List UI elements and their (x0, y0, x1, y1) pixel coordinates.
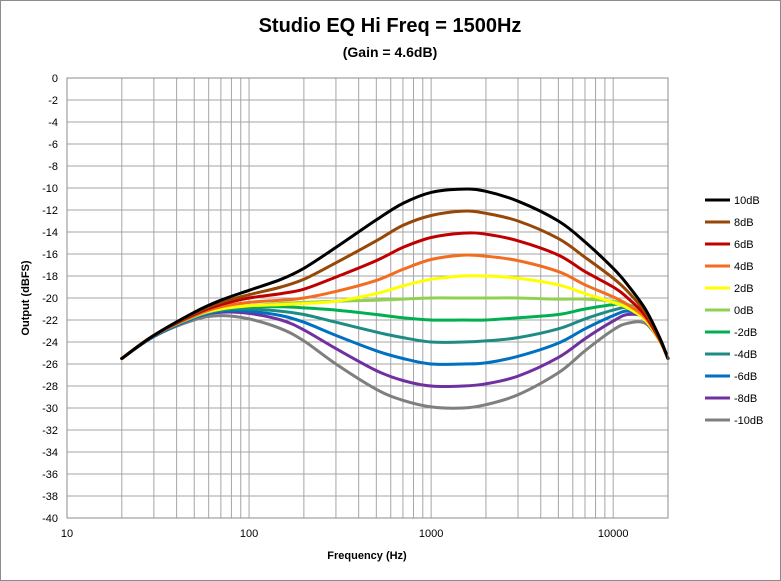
legend-label: 8dB (734, 217, 754, 229)
y-tick-label: -32 (42, 425, 58, 437)
y-tick-label: -6 (48, 139, 58, 151)
y-tick-label: -4 (48, 117, 58, 129)
y-tick-label: -26 (42, 359, 58, 371)
chart-title: Studio EQ Hi Freq = 1500Hz (259, 15, 522, 37)
legend: 10dB 8dB 6dB 4dB 2dB 0dB -2dB -4dB -6dB -8dB -10dB (705, 195, 763, 427)
x-tick-label: 100 (240, 528, 258, 540)
y-tick-label: -12 (42, 205, 58, 217)
legend-label: -6dB (734, 371, 757, 383)
legend-label: 2dB (734, 283, 754, 295)
plot-area (66, 77, 669, 519)
y-tick-label: -18 (42, 271, 58, 283)
legend-label: 6dB (734, 239, 754, 251)
x-axis-title: Frequency (Hz) (327, 550, 407, 562)
x-tick-label: 10 (61, 528, 73, 540)
y-tick-label: -14 (42, 227, 58, 239)
chart-subtitle: (Gain = 4.6dB) (343, 44, 438, 60)
y-tick-label: -16 (42, 249, 58, 261)
legend-label: 0dB (734, 305, 754, 317)
series-line (120, 314, 670, 410)
legend-label: 4dB (734, 261, 754, 273)
legend-label: -2dB (734, 327, 757, 339)
y-axis-ticks: 0 -2 -4 -6 -8 -10 -12 -14 -16 -18 -20 -22 -24 -26 -28 -… (42, 73, 58, 525)
y-axis-title: Output (dBFS) (20, 260, 32, 335)
y-tick-label: -10 (42, 183, 58, 195)
series-line (120, 274, 670, 360)
x-axis-ticks: 10 100 1000 10000 (61, 528, 629, 540)
y-tick-label: -24 (42, 337, 58, 349)
legend-label: -4dB (734, 349, 757, 361)
x-tick-label: 1000 (419, 528, 443, 540)
y-tick-label: -28 (42, 381, 58, 393)
series-line (120, 231, 670, 360)
y-tick-label: -30 (42, 403, 58, 415)
y-tick-label: 0 (52, 73, 58, 85)
legend-label: 10dB (734, 195, 760, 207)
y-tick-label: -22 (42, 315, 58, 327)
y-tick-label: -2 (48, 95, 58, 107)
y-tick-label: -34 (42, 447, 58, 459)
legend-label: -8dB (734, 393, 757, 405)
y-tick-label: -20 (42, 293, 58, 305)
y-tick-label: -38 (42, 491, 58, 503)
y-tick-label: -8 (48, 161, 58, 173)
y-tick-label: -36 (42, 469, 58, 481)
series-line (120, 253, 670, 360)
series-line (120, 209, 670, 360)
legend-label: -10dB (734, 415, 763, 427)
x-tick-label: 10000 (598, 528, 629, 540)
series-line (120, 187, 670, 360)
series-group (120, 187, 670, 410)
y-tick-label: -40 (42, 513, 58, 525)
